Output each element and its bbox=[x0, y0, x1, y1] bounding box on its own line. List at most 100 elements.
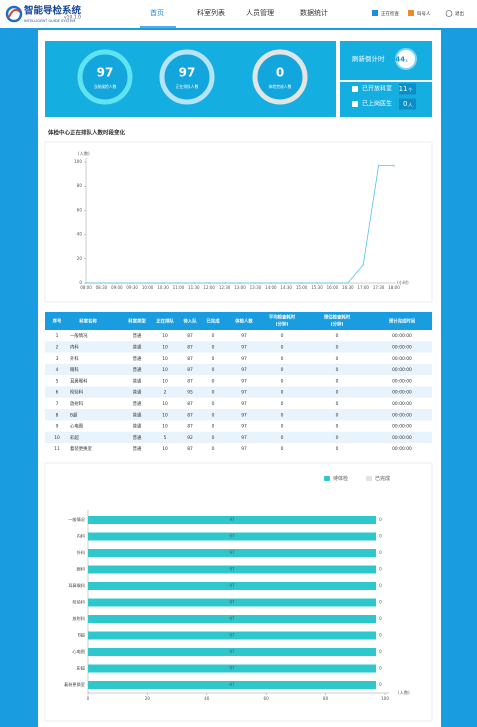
nav-item[interactable]: 科室列表 bbox=[197, 8, 225, 17]
y-tick-label: 彩超 bbox=[77, 665, 86, 672]
table-cell: 97 bbox=[241, 435, 247, 441]
table-cell: 2 bbox=[164, 390, 167, 396]
stat-label: 正在排队人数 bbox=[176, 84, 199, 89]
line-point bbox=[84, 281, 88, 285]
table-cell: 97 bbox=[241, 367, 247, 373]
table-cell: 0 bbox=[281, 356, 284, 362]
table-cell: 0 bbox=[212, 435, 215, 441]
y-tick-label: 外科 bbox=[77, 549, 86, 556]
table-row-bg bbox=[45, 341, 432, 353]
nav-item[interactable]: 人员管理 bbox=[246, 8, 274, 17]
chart-title: 体检中心正在排队人数时段变化 bbox=[48, 129, 126, 137]
table-cell: 9 bbox=[56, 424, 59, 430]
legend-label: 已完成 bbox=[375, 475, 390, 482]
bar-value-label: 0 bbox=[379, 649, 382, 654]
line-point bbox=[315, 281, 319, 285]
bar-value-label: 97 bbox=[229, 616, 235, 621]
line-chart-panel bbox=[44, 141, 433, 303]
table-cell: 0 bbox=[281, 401, 284, 407]
bar-value-label: 97 bbox=[229, 649, 235, 654]
line-point bbox=[100, 281, 103, 285]
table-cell: 10 bbox=[162, 356, 168, 362]
table-row-bg bbox=[45, 386, 432, 398]
table-cell: 87 bbox=[187, 367, 193, 373]
table-cell: 0 bbox=[336, 424, 339, 430]
line-point bbox=[223, 281, 226, 285]
nav-item[interactable]: 首页 bbox=[150, 8, 164, 17]
table-row-bg bbox=[45, 363, 432, 376]
x-tick-label: 13:00 bbox=[234, 285, 246, 290]
table-header: 待入队 bbox=[183, 318, 197, 325]
table-cell: 普通 bbox=[133, 434, 142, 441]
table-cell: 87 bbox=[187, 333, 193, 339]
bar-value-label: 97 bbox=[229, 682, 235, 687]
bar-value-label: 97 bbox=[229, 633, 235, 638]
legend-label: 叫号人 bbox=[417, 10, 431, 17]
y-tick-label: 80 bbox=[77, 183, 83, 188]
table-cell: 0 bbox=[336, 378, 339, 384]
line-point bbox=[192, 281, 195, 285]
table-row-bg bbox=[45, 420, 432, 432]
table-cell: 0 bbox=[281, 390, 284, 396]
nav-item[interactable]: 数据统计 bbox=[300, 8, 328, 17]
table-cell: 普通 bbox=[133, 400, 142, 407]
table-cell: 普通 bbox=[133, 343, 142, 350]
table-cell: 检验科 bbox=[70, 389, 84, 396]
table-cell: 心电图 bbox=[70, 423, 84, 430]
table-header: 体检人数 bbox=[235, 318, 253, 325]
table-cell: 0 bbox=[336, 333, 339, 339]
table-cell: 0 bbox=[281, 333, 284, 339]
legend-swatch bbox=[372, 10, 378, 16]
bar-value-label: 0 bbox=[379, 567, 382, 572]
countdown-unit: s bbox=[406, 59, 409, 64]
y-tick-label: 耳鼻喉科 bbox=[68, 582, 86, 589]
table-cell: 97 bbox=[241, 333, 247, 339]
table-cell: 00:00:00 bbox=[392, 412, 412, 418]
y-tick-label: 心电图 bbox=[72, 648, 85, 655]
table-header: (分钟) bbox=[276, 321, 289, 328]
y-tick-label: B超 bbox=[78, 632, 86, 639]
table-cell: 0 bbox=[212, 424, 215, 430]
legend-label: 正在检查 bbox=[381, 10, 399, 17]
table-cell: 0 bbox=[336, 435, 339, 441]
table-cell: 95 bbox=[187, 390, 193, 396]
logo-title: 智能导检系统 bbox=[24, 5, 82, 17]
table-cell: 0 bbox=[336, 401, 339, 407]
table-row-bg bbox=[45, 352, 432, 364]
table-cell: 10 bbox=[162, 333, 168, 339]
x-tick-label: 16:30 bbox=[342, 285, 354, 290]
table-header: 科室名称 bbox=[79, 318, 97, 325]
x-tick-label: 20 bbox=[145, 696, 151, 701]
countdown-value: 44 bbox=[395, 56, 405, 64]
table-cell: 87 bbox=[187, 401, 193, 407]
table-cell: 0 bbox=[281, 435, 284, 441]
table-row-bg bbox=[45, 409, 432, 421]
table-cell: 10 bbox=[162, 378, 168, 384]
stat-ring bbox=[77, 49, 133, 105]
table-header: 正在排队 bbox=[156, 318, 174, 325]
bar bbox=[88, 681, 377, 689]
table-cell: 0 bbox=[212, 412, 215, 418]
countdown-label: 刷新倒计时 bbox=[352, 54, 385, 63]
x-tick-label: 60 bbox=[264, 696, 270, 701]
table-cell: 97 bbox=[241, 344, 247, 350]
y-tick-label: 100 bbox=[74, 159, 82, 164]
table-cell: 00:00:00 bbox=[392, 356, 412, 362]
bar bbox=[88, 598, 377, 607]
bar-value-label: 97 bbox=[229, 567, 235, 572]
table-cell: 普通 bbox=[133, 377, 142, 384]
bar-value-label: 0 bbox=[379, 666, 382, 671]
x-tick-label: 15:30 bbox=[311, 285, 323, 290]
bar bbox=[88, 532, 377, 541]
line-point bbox=[208, 281, 211, 285]
table-cell: 8 bbox=[56, 412, 59, 418]
table-cell: 10 bbox=[162, 412, 168, 418]
table-cell: 87 bbox=[187, 446, 193, 452]
table-cell: 97 bbox=[241, 390, 247, 396]
logout[interactable]: 退出 bbox=[455, 10, 464, 17]
x-tick-label: 12:00 bbox=[203, 285, 215, 290]
bar-chart-panel bbox=[44, 462, 433, 722]
table-cell: 0 bbox=[281, 367, 284, 373]
line-point bbox=[238, 281, 242, 285]
